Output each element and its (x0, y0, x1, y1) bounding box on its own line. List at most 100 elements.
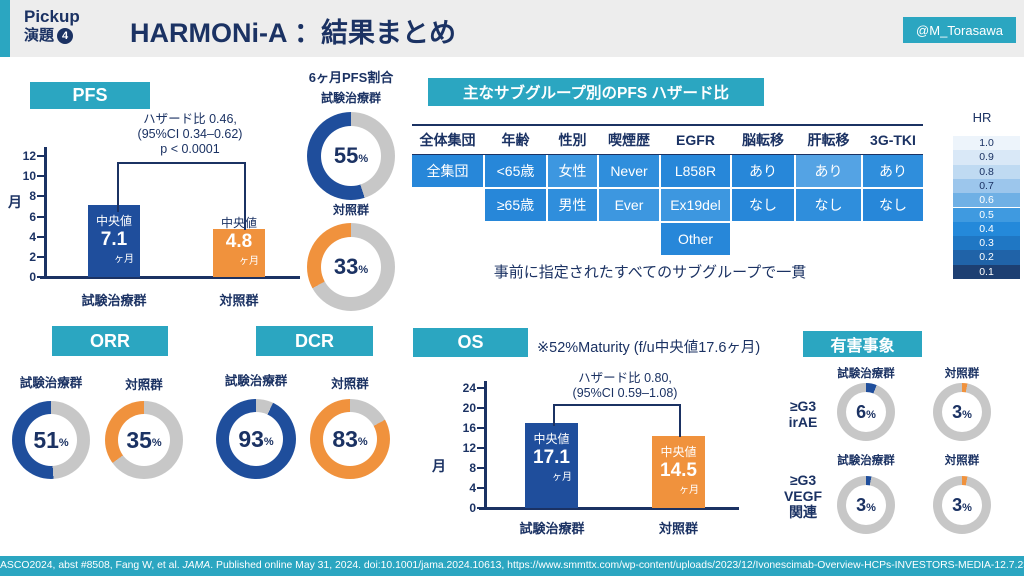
pfs-chart-tick-label: 6 (29, 209, 36, 224)
dcr-donut-control-value: 83% (332, 425, 368, 452)
hr-legend-row: 1.0 (953, 136, 1020, 151)
subgroup-row: 全集団 <65歳 女性 Never L858R あり あり あり (412, 155, 923, 187)
subgroup-column-header: 全体集団 (419, 132, 476, 148)
pfs-6m-donut-treatment-hole (321, 126, 381, 186)
os-chart-bar-1-group-label: 対照群 (658, 521, 698, 536)
subgroup-title: 主なサブグループ別のPFS ハザード比 (428, 78, 764, 106)
dcr-label: DCR (256, 326, 373, 356)
subgroup-column-header: 脳転移 (742, 132, 784, 148)
os-chart-unit-label: 月 (432, 458, 446, 474)
os-chart-tick-label: 16 (462, 421, 476, 435)
subgroup-column-header: 年齢 (501, 132, 530, 148)
adverse-label: 有害事象 (803, 331, 922, 357)
os-chart-tick-label: 8 (469, 461, 476, 475)
os-chart-tick-label: 0 (469, 501, 476, 515)
pfs-chart-tick-mark (37, 235, 44, 238)
author-badge: @M_Torasawa (903, 17, 1016, 43)
ae-irae-donut-control-value: 3% (952, 401, 972, 422)
hr-legend-row: 0.8 (953, 164, 1020, 179)
footer-citation: ASCO2024, abst #8508, Fang W, et al. JAM… (0, 556, 1024, 576)
pfs-chart-x-axis (40, 276, 300, 279)
subgroup-cell: 全集団 (412, 155, 483, 187)
os-chart-tick-mark (477, 407, 484, 409)
ae-vegf-donut-control: 3% (933, 476, 991, 534)
adverse-row2-label: ≥G3 VEGF 関連 (783, 472, 823, 520)
subgroup-cell: L858R (661, 155, 730, 187)
pfs-hazard-note: ハザード比 0.46, (95%CI 0.34–0.62) p < 0.0001 (137, 112, 243, 156)
pfs-chart-tick-label: 4 (29, 229, 36, 244)
os-chart-tick-label: 12 (462, 441, 476, 455)
os-chart-tick-mark (477, 507, 484, 509)
os-chart-tick-label: 20 (462, 401, 476, 415)
pfs-chart-bar-1-median: 中央値 (220, 215, 257, 230)
pickup-block: Pickup 演題 4 (24, 7, 80, 46)
hr-legend-row: 0.2 (953, 250, 1020, 265)
orr-donut-control-label: 対照群 (125, 378, 163, 392)
os-chart-bar-0: 中央値 17.1 ヶ月 (525, 422, 578, 508)
pfs-chart-bar-0-group-label: 試験治療群 (81, 293, 147, 308)
os-chart-tick-mark (477, 387, 484, 389)
subgroup-cell: Ex19del (661, 189, 730, 221)
dcr-donut-treatment-hole (229, 412, 283, 466)
ae-vegf-donut-control-value: 3% (952, 494, 972, 515)
subgroup-row: Other (412, 223, 923, 255)
os-chart-tick-mark (477, 427, 484, 429)
orr-donut-control-hole (118, 414, 170, 466)
orr-donut-control-value: 35% (126, 426, 162, 453)
subgroup-cell: なし (732, 189, 794, 221)
pfs6m-title: 6ヶ月PFS割合 (308, 70, 394, 85)
pfs-chart-y-axis (44, 147, 47, 278)
subgroup-cell: あり (732, 155, 794, 187)
subgroup-cell: なし (863, 189, 923, 221)
os-chart-tick-mark (477, 447, 484, 449)
adverse-row1-label: ≥G3 irAE (788, 398, 818, 430)
dcr-donut-treatment-label: 試験治療群 (224, 374, 288, 388)
pfs-chart-bar-1-group-label: 対照群 (219, 293, 259, 308)
subgroup-cell: あり (863, 155, 923, 187)
ae-irae-donut-treatment-label: 試験治療群 (837, 368, 895, 380)
pfs-chart-tick-mark (37, 175, 44, 178)
os-chart-tick-mark (477, 467, 484, 469)
os-chart-bar-0-group-label: 試験治療群 (519, 521, 585, 536)
os-chart-tick-label: 24 (462, 381, 476, 395)
pfs-6m-donut-control-value: 33% (333, 254, 369, 279)
ae-irae-donut-control-label: 対照群 (944, 368, 980, 380)
pfs-chart-tick-mark (37, 215, 44, 218)
footer-text-pre: ASCO2024, abst #8508, Fang W, et al. (0, 560, 183, 571)
subgroup-column-header: 肝転移 (807, 132, 850, 148)
subgroup-note: 事前に指定されたすべてのサブグループで一貫 (493, 264, 807, 281)
ae-vegf-donut-control-hole (942, 485, 982, 525)
pfs-chart-unit-label: 月 (8, 194, 22, 210)
dcr-donut-treatment-value: 93% (238, 425, 274, 452)
pfs-chart-tick-mark (37, 276, 44, 278)
subgroup-column-header: EGFR (676, 132, 715, 148)
subgroup-table-rows: 全集団 <65歳 女性 Never L858R あり あり あり ≥65歳 男性 Ever Ex19d… (412, 155, 923, 257)
os-maturity-note: ※52%Maturity (f/u中央値17.6ヶ月) (537, 340, 761, 356)
hr-legend-row: 0.6 (953, 193, 1020, 208)
ae-irae-donut-treatment: 6% (837, 383, 895, 441)
orr-donut-treatment-hole (25, 414, 77, 466)
pfs-6m-donut-control-label: 対照群 (332, 203, 369, 217)
orr-donut-treatment-label: 試験治療群 (19, 376, 83, 390)
os-chart-tick-label: 4 (469, 481, 476, 495)
dcr-donut-treatment: 93% (216, 399, 296, 479)
pickup-word: 演題 (24, 27, 55, 44)
pfs-chart-tick-label: 0 (29, 270, 36, 284)
subgroup-cell: Ever (599, 189, 659, 221)
subgroup-cell: Other (661, 223, 730, 255)
pfs-chart-bar-1: 4.8 ヶ月 (213, 228, 265, 277)
subgroup-cell: あり (796, 155, 861, 187)
os-chart-bracket-right (679, 404, 681, 437)
pfs-chart-tick-label: 8 (29, 189, 36, 204)
orr-donut-treatment: 51% (12, 401, 90, 479)
orr-label: ORR (52, 326, 168, 356)
os-hazard-note: ハザード比 0.80, (95%CI 0.59–1.08) (572, 371, 678, 400)
pfs-chart-tick-mark (37, 255, 44, 258)
subgroup-cell-empty (599, 223, 659, 255)
ae-vegf-donut-treatment-label: 試験治療群 (837, 455, 895, 467)
os-chart-bar-1: 中央値 14.5 ヶ月 (652, 435, 705, 508)
hr-legend-title: HR (972, 110, 992, 125)
pfs-chart-tick-label: 2 (29, 249, 36, 264)
pfs-6m-donut-treatment-value: 55% (333, 143, 369, 168)
subgroup-cell-empty (796, 223, 861, 255)
